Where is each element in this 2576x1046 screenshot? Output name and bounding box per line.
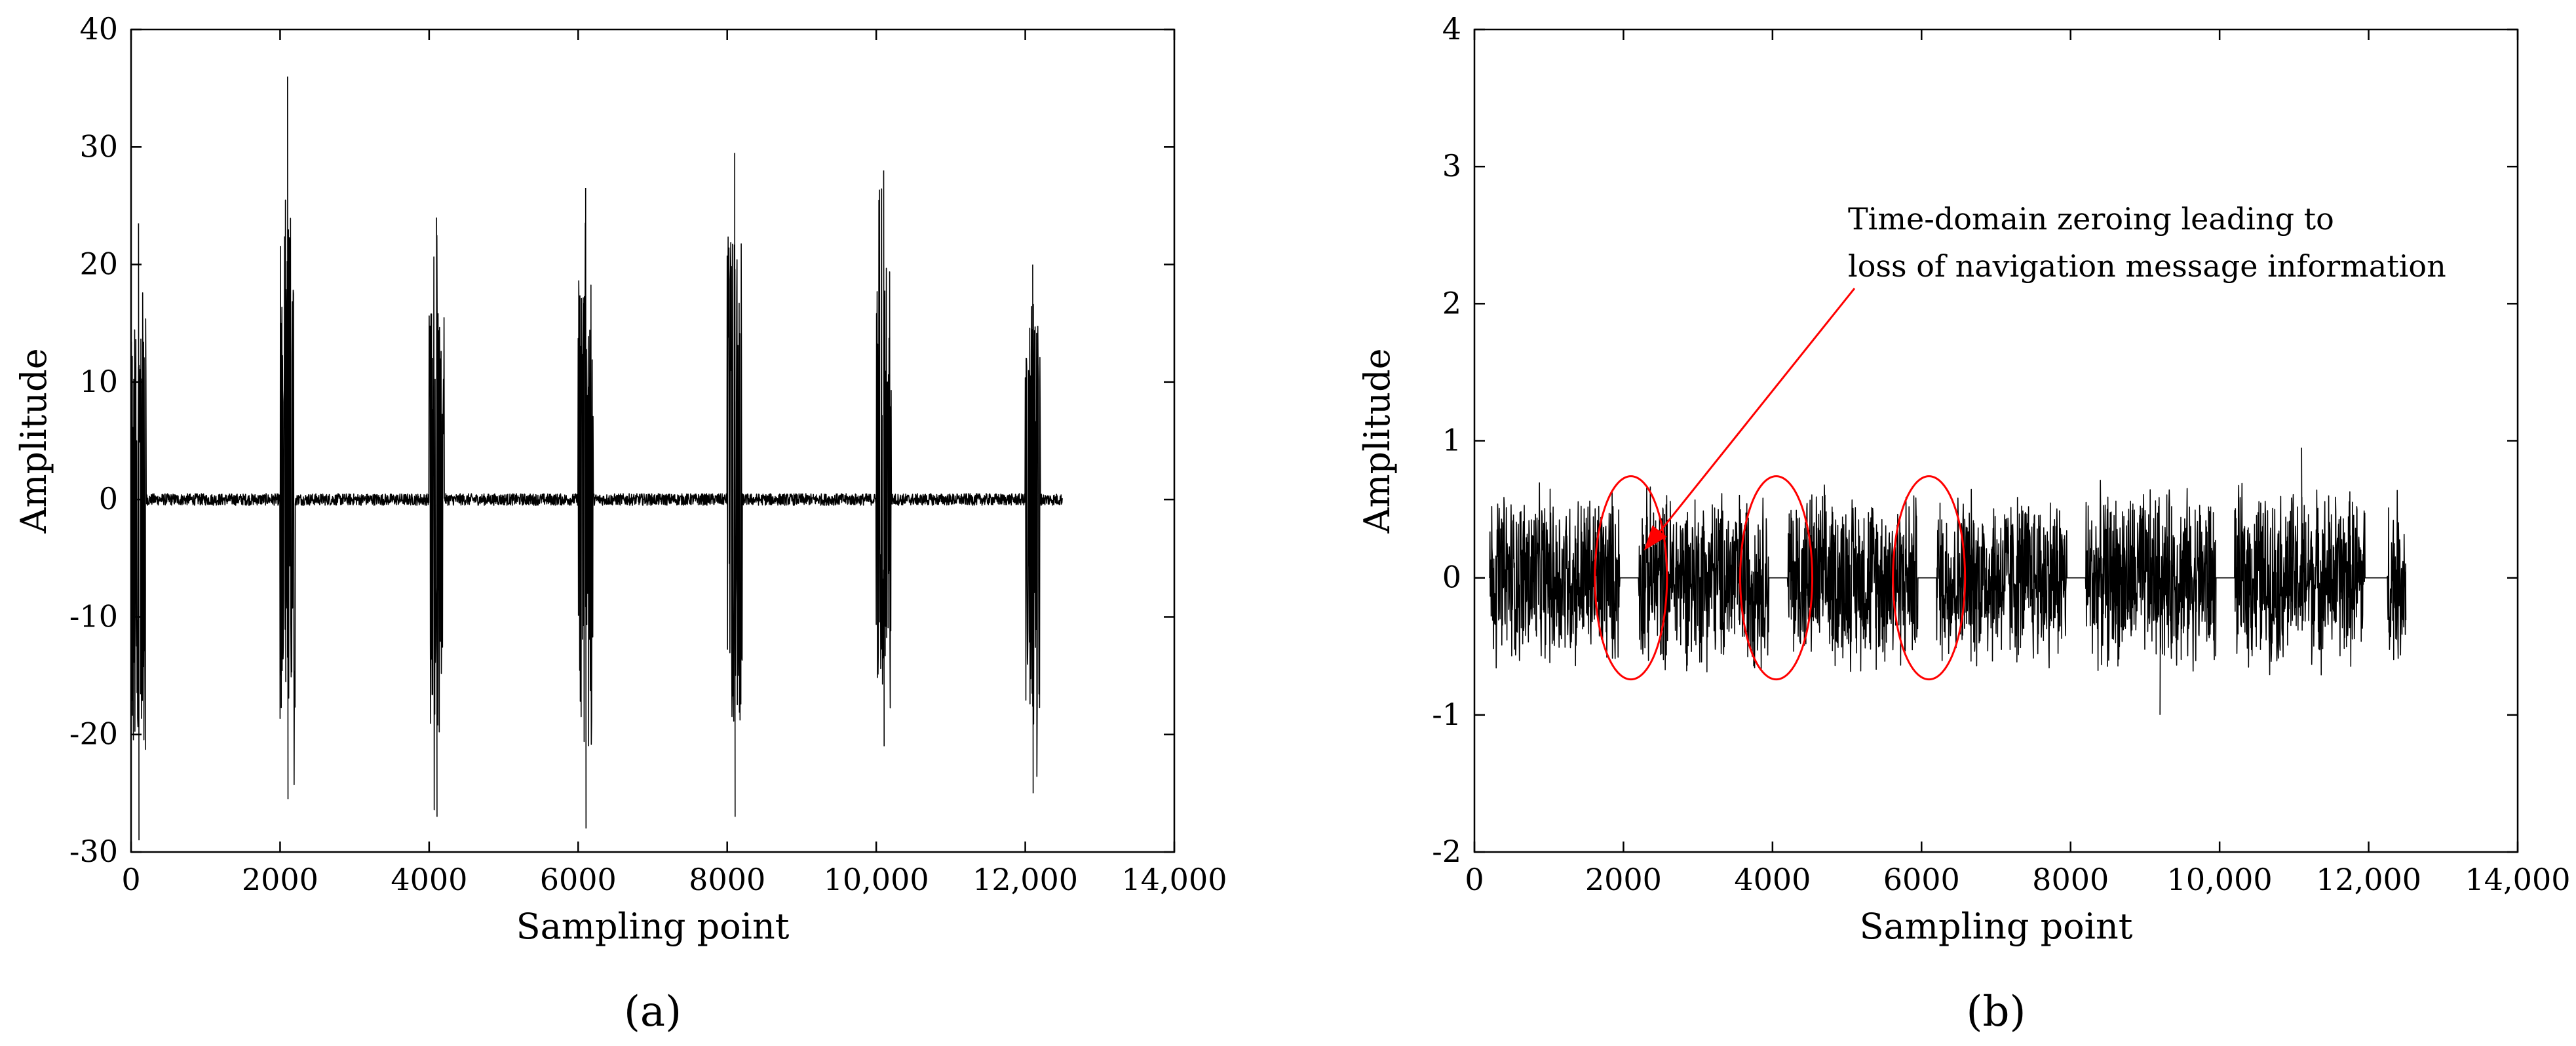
panel-b-x-axis-label: Sampling point	[1860, 906, 2133, 947]
y-tick-label: -20	[69, 716, 118, 752]
panel-b-ticks: 0 2000 4000 6000 8000 10,000 12,000 14,000 -2 -1 0…	[1432, 11, 2570, 897]
panel-a-label: (a)	[624, 988, 682, 1036]
panel-b-y-axis-label: Amplitude	[1356, 348, 1398, 533]
y-tick-label: 40	[79, 11, 118, 47]
x-tick-label: 12,000	[2316, 862, 2421, 897]
zeroing-highlight-ellipses	[1594, 475, 1967, 681]
y-tick-label: 1	[1442, 423, 1461, 458]
y-tick-label: 20	[79, 246, 118, 282]
annotation-arrow-head	[1644, 525, 1667, 551]
panel-a-y-axis-label: Amplitude	[13, 348, 54, 533]
panel-b: 0 2000 4000 6000 8000 10,000 12,000 14,000 -2 -1 0…	[1356, 11, 2570, 1036]
panel-b-signal-series	[1488, 447, 2407, 715]
y-tick-label: -10	[69, 598, 118, 634]
y-tick-label: 2	[1442, 285, 1461, 320]
x-tick-label: 8000	[689, 862, 765, 897]
x-tick-label: 2000	[1585, 862, 1662, 897]
panel-a-ticks: 0 2000 4000 6000 8000 10,000 12,000 14,000 -30 -2…	[69, 11, 1227, 897]
y-tick-label: 0	[99, 481, 118, 516]
zeroing-highlight-ellipse	[1594, 475, 1668, 681]
signal-line	[130, 76, 1064, 841]
x-tick-label: 0	[121, 862, 140, 897]
x-tick-label: 14,000	[1122, 862, 1227, 897]
x-tick-label: 4000	[1734, 862, 1811, 897]
y-tick-label: 3	[1442, 148, 1461, 184]
panel-a-x-axis-label: Sampling point	[516, 906, 790, 947]
zeroing-highlight-ellipse	[1892, 475, 1967, 681]
y-tick-label: -2	[1432, 834, 1461, 869]
x-tick-label: 4000	[391, 862, 467, 897]
y-tick-label: 4	[1442, 11, 1461, 47]
y-tick-label: 0	[1442, 560, 1461, 595]
panel-a-axes-frame	[130, 28, 1176, 853]
y-tick-label: 30	[79, 128, 118, 164]
x-tick-label: 6000	[1883, 862, 1960, 897]
panel-b-annotation: Time-domain zeroing leading to loss of n…	[1594, 201, 2446, 681]
panel-a: 0 2000 4000 6000 8000 10,000 12,000 14,000 -30 -2…	[13, 11, 1227, 1036]
panel-b-label: (b)	[1967, 988, 2026, 1036]
x-tick-label: 12,000	[972, 862, 1078, 897]
y-tick-label: -30	[69, 834, 118, 869]
x-tick-label: 6000	[540, 862, 617, 897]
panel-a-signal-series	[130, 76, 1064, 841]
y-tick-label: -1	[1432, 697, 1461, 732]
x-tick-label: 2000	[242, 862, 318, 897]
x-tick-label: 0	[1465, 862, 1484, 897]
x-tick-label: 10,000	[2167, 862, 2273, 897]
x-tick-label: 10,000	[824, 862, 929, 897]
signal-line	[1488, 447, 2407, 715]
zeroing-highlight-ellipse	[1739, 475, 1814, 681]
annotation-text-line-1: Time-domain zeroing leading to	[1848, 201, 2334, 237]
annotation-arrow-line	[1652, 288, 1856, 541]
annotation-text-line-2: loss of navigation message information	[1848, 248, 2446, 284]
x-tick-label: 8000	[2032, 862, 2109, 897]
x-tick-label: 14,000	[2465, 862, 2571, 897]
y-tick-label: 10	[79, 364, 118, 399]
